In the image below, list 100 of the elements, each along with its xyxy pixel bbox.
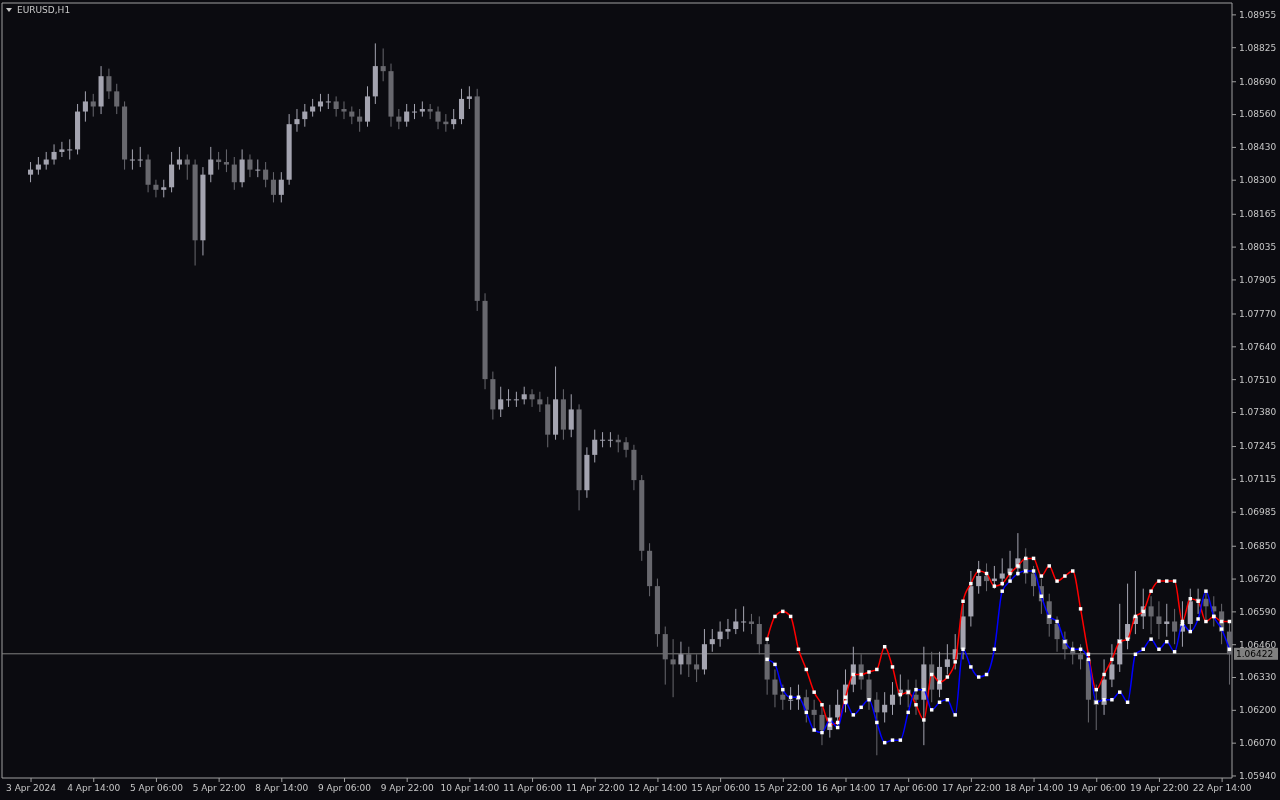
x-tick-label: 19 Apr 06:00 — [1067, 783, 1127, 794]
candlestick — [114, 83, 120, 115]
y-tick-label: 1.07245 — [1239, 441, 1277, 452]
candlestick — [231, 156, 237, 191]
x-tick-label: 11 Apr 06:00 — [503, 783, 563, 794]
candlestick — [411, 103, 418, 120]
candlestick — [1007, 550, 1013, 582]
candlestick — [239, 148, 245, 188]
candlestick — [607, 431, 613, 448]
candlestick — [568, 393, 574, 438]
y-tick-label: 1.08165 — [1239, 209, 1277, 220]
candlestick — [819, 706, 825, 746]
candlestick — [1148, 595, 1154, 635]
candlestick — [882, 691, 888, 723]
candlestick — [294, 108, 300, 133]
x-tick-label: 3 Apr 2024 — [6, 783, 57, 794]
candlestick — [1164, 603, 1170, 638]
y-tick-label: 1.05940 — [1239, 770, 1277, 781]
x-tick-label: 15 Apr 06:00 — [691, 783, 751, 794]
x-tick-label: 18 Apr 14:00 — [1004, 783, 1064, 794]
y-tick-label: 1.08035 — [1239, 241, 1277, 252]
y-tick-label: 1.07510 — [1239, 374, 1277, 385]
candlestick — [600, 431, 606, 448]
candlestick — [592, 429, 598, 463]
y-tick-label: 1.06200 — [1239, 705, 1277, 716]
candlestick — [866, 671, 872, 711]
candlestick — [137, 146, 143, 168]
candlestick — [357, 108, 363, 133]
x-tick-label: 22 Apr 14:00 — [1192, 783, 1252, 794]
x-tick-label: 17 Apr 22:00 — [942, 783, 1001, 794]
candlestick — [1054, 615, 1060, 653]
candlestick — [913, 679, 919, 716]
candlestick — [278, 171, 284, 203]
candlestick — [811, 699, 817, 731]
candlestick — [333, 95, 339, 118]
y-tick-label: 1.06985 — [1239, 507, 1277, 518]
candlestick — [772, 668, 778, 708]
candlestick — [90, 93, 96, 118]
y-tick-label: 1.07640 — [1239, 341, 1277, 352]
candlestick — [780, 684, 786, 711]
x-tick-label: 17 Apr 06:00 — [879, 783, 939, 794]
y-tick-label: 1.07770 — [1239, 308, 1277, 319]
candlestick — [176, 146, 182, 171]
y-tick-label: 1.06850 — [1239, 541, 1277, 552]
candlestick — [1203, 590, 1209, 620]
candlestick — [748, 613, 754, 635]
candlestick — [263, 161, 269, 188]
x-tick-label: 12 Apr 14:00 — [628, 783, 688, 794]
y-tick-label: 1.08300 — [1239, 175, 1277, 186]
candlestick — [458, 88, 465, 125]
x-tick-label: 11 Apr 22:00 — [565, 783, 625, 794]
y-tick-label: 1.08955 — [1239, 9, 1277, 20]
x-tick-label: 9 Apr 06:00 — [318, 783, 372, 794]
x-tick-label: 5 Apr 22:00 — [192, 783, 246, 794]
candlestick — [404, 103, 410, 128]
candlestick — [28, 161, 34, 183]
chart-title: EURUSD,H1 — [17, 5, 71, 15]
candlestick — [466, 85, 472, 110]
candlestick — [670, 638, 676, 698]
candlestick — [529, 388, 535, 408]
candlestick — [302, 103, 308, 128]
candlestick — [153, 179, 159, 198]
candlestick — [1172, 608, 1178, 645]
y-tick-label: 1.07115 — [1239, 474, 1277, 485]
x-tick-label: 9 Apr 22:00 — [380, 783, 434, 794]
candlestick — [396, 108, 402, 130]
candlestick — [678, 641, 684, 675]
x-tick-label: 4 Apr 14:00 — [67, 783, 121, 794]
x-tick-label: 5 Apr 06:00 — [129, 783, 184, 794]
candlestick — [129, 148, 135, 171]
y-tick-label: 1.07380 — [1239, 407, 1277, 418]
candlestick — [169, 151, 175, 193]
candlestick — [380, 47, 386, 82]
candlestick — [1031, 565, 1037, 597]
candlestick — [623, 436, 629, 458]
candlestick — [67, 138, 73, 161]
candlestick — [59, 141, 65, 158]
candlestick — [889, 681, 896, 716]
candlestick — [82, 90, 88, 123]
candlestick — [709, 628, 715, 653]
candlestick — [1109, 643, 1115, 688]
y-tick-label: 1.08825 — [1239, 42, 1277, 53]
candlestick — [325, 93, 331, 110]
y-tick-label: 1.06590 — [1239, 606, 1277, 617]
candlestick — [1156, 600, 1162, 640]
candlestick — [936, 651, 943, 698]
candlestick — [686, 646, 692, 678]
candlestick — [537, 391, 543, 413]
candlestick — [944, 643, 950, 675]
candlestick — [51, 143, 57, 166]
candlestick — [756, 615, 762, 655]
candlestick — [874, 691, 880, 756]
candlestick — [905, 679, 911, 708]
candlestick — [733, 608, 739, 635]
x-tick-label: 15 Apr 22:00 — [753, 783, 813, 794]
candlestick — [506, 388, 512, 408]
candlestick — [270, 171, 277, 203]
candlestick — [451, 108, 457, 130]
candlestick — [741, 605, 747, 633]
candlestick — [694, 653, 700, 683]
